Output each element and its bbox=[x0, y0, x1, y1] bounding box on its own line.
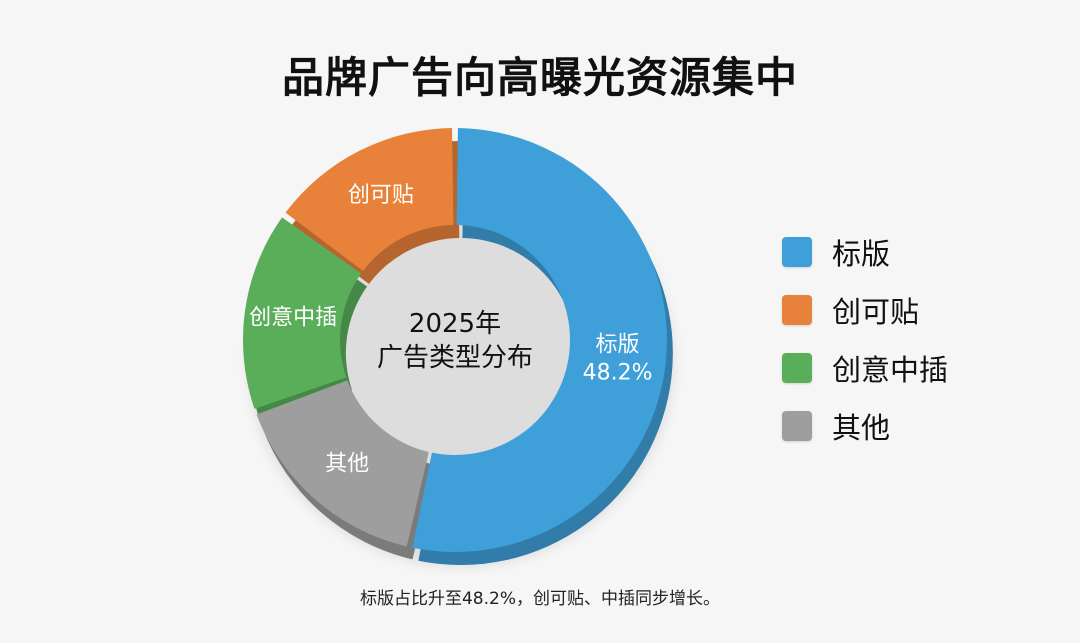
chart-legend: 标版创可贴创意中插其他 bbox=[782, 232, 948, 464]
legend-label: 其他 bbox=[832, 411, 891, 445]
legend-item-2: 创意中插 bbox=[782, 348, 948, 388]
slice-label-3: 创可贴 bbox=[348, 183, 414, 208]
slice-value-label-0: 48.2% bbox=[583, 360, 653, 385]
legend-swatch bbox=[782, 237, 812, 267]
chart-footnote: 标版占比升至48.2%，创可贴、中插同步增长。 bbox=[359, 589, 720, 609]
slice-label-1: 其他 bbox=[325, 452, 369, 477]
slice-2 bbox=[243, 217, 362, 409]
center-label-line-1: 广告类型分布 bbox=[377, 343, 533, 373]
slice-label-2: 创意中插 bbox=[249, 305, 337, 330]
legend-item-1: 创可贴 bbox=[782, 290, 948, 330]
legend-label: 创意中插 bbox=[832, 353, 949, 387]
legend-item-0: 标版 bbox=[782, 232, 948, 272]
legend-swatch bbox=[782, 353, 812, 383]
slice-label-0: 标版 bbox=[596, 332, 640, 357]
slice-0 bbox=[412, 128, 668, 552]
legend-label: 创可贴 bbox=[832, 295, 920, 329]
slice-3 bbox=[285, 128, 454, 271]
slice-1 bbox=[256, 380, 429, 547]
legend-swatch bbox=[782, 411, 812, 441]
legend-swatch bbox=[782, 295, 812, 325]
center-label-line-0: 2025年 bbox=[409, 309, 501, 339]
legend-item-3: 其他 bbox=[782, 406, 948, 446]
chart-title: 品牌广告向高曝光资源集中 bbox=[281, 53, 798, 102]
legend-label: 标版 bbox=[832, 237, 891, 271]
